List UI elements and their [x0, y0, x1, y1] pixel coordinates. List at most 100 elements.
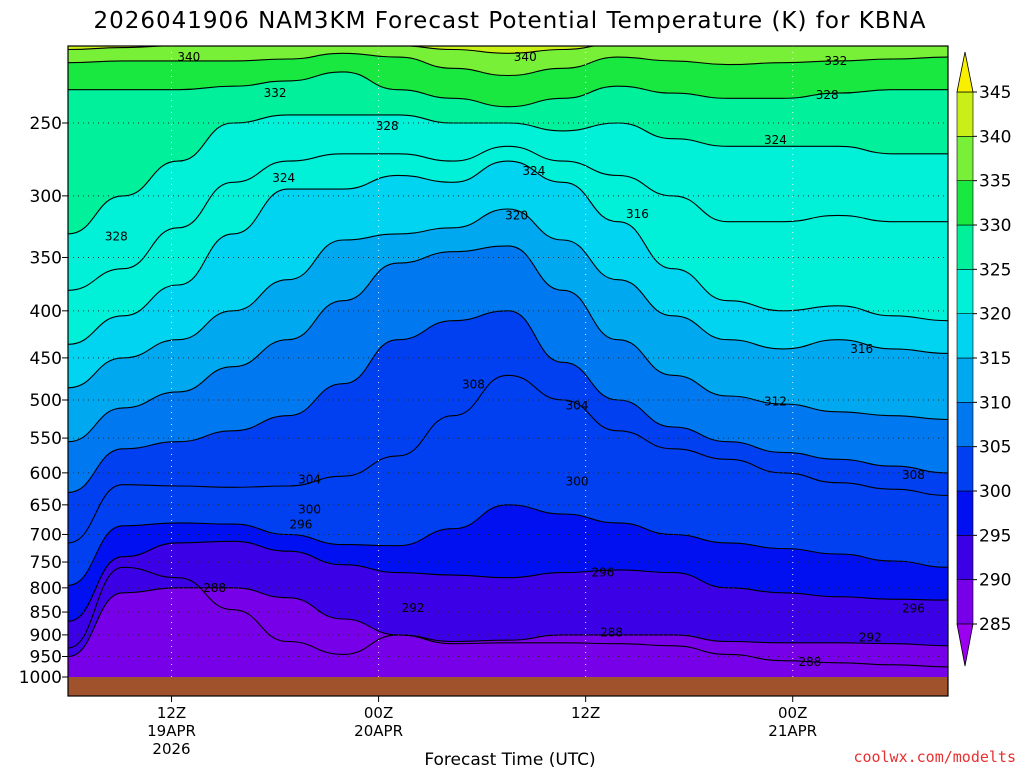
- contour-label: 292: [402, 601, 425, 615]
- contour-label: 288: [203, 581, 226, 595]
- contour-label: 316: [626, 207, 649, 221]
- contour-label: 296: [902, 601, 925, 615]
- colorbar-label: 290: [979, 571, 1011, 591]
- colorbar-label: 310: [979, 393, 1011, 413]
- contour-label: 296: [289, 518, 312, 532]
- colorbar-band: [956, 357, 974, 403]
- ground-surface: [68, 677, 948, 696]
- contour-label: 316: [850, 342, 873, 356]
- colorbar-label: 335: [979, 172, 1011, 192]
- contour-line-296: [68, 540, 948, 622]
- chart-title: 2026041906 NAM3KM Forecast Potential Tem…: [93, 8, 926, 34]
- y-tick-label: 850: [30, 603, 62, 623]
- y-tick-label: 650: [30, 496, 62, 516]
- credit-text: coolwx.com/modelts: [853, 748, 1016, 766]
- plot-frame: [67, 45, 949, 697]
- contour-label: 288: [799, 655, 822, 669]
- colorbar-label: 285: [979, 615, 1011, 635]
- contour-label: 308: [462, 378, 485, 392]
- contour-line-288: [68, 566, 948, 668]
- colorbar-label: 315: [979, 349, 1011, 369]
- contour-label: 312: [764, 395, 787, 409]
- colorbar-band: [956, 402, 974, 447]
- colorbar-label: 325: [979, 260, 1011, 280]
- colorbar-band: [956, 180, 974, 226]
- contour-line-340: [68, 46, 795, 54]
- contour-label: 296: [591, 566, 614, 580]
- colorbar-band: [956, 136, 974, 181]
- colorbar-bottom-arrow: [956, 623, 974, 667]
- contour-line-308: [68, 310, 948, 493]
- y-tick-label: 1000: [19, 668, 62, 688]
- contour-line-300: [68, 504, 948, 586]
- contour-label-layer: 340 340 332 332 328 328 328 324 324 324 320 316 316 3…: [105, 50, 925, 669]
- colorbar-band: [956, 579, 974, 625]
- contour-line-328: [68, 114, 948, 235]
- contour-label: 324: [272, 171, 295, 185]
- colorbar-band: [956, 313, 974, 359]
- pressure-axis: 250 300 350 400 450 500 550 600 650 700 750 800 850 9…: [19, 114, 68, 688]
- contour-label: 340: [514, 50, 537, 64]
- contour-line-layer: [68, 46, 948, 668]
- contour-label: 328: [376, 119, 399, 133]
- contour-label: 328: [105, 229, 128, 243]
- y-tick-label: 900: [30, 626, 62, 646]
- y-tick-label: 950: [30, 648, 62, 668]
- y-tick-label: 300: [30, 187, 62, 207]
- x-tick-label: 21APR: [768, 722, 817, 740]
- fill-band-336: [68, 46, 948, 76]
- contour-line-316: [68, 208, 948, 389]
- contour-label: 328: [816, 88, 839, 102]
- x-tick-label: 12Z: [157, 704, 186, 722]
- fill-band-340: [68, 46, 594, 54]
- contour-label: 300: [566, 474, 589, 488]
- colorbar-band: [956, 490, 974, 536]
- grid-layer: [68, 46, 948, 696]
- x-tick-label: 19APR: [147, 722, 196, 740]
- colorbar-label: 300: [979, 482, 1011, 502]
- x-axis-label: Forecast Time (UTC): [424, 750, 595, 768]
- x-tick-label: 00Z: [364, 704, 393, 722]
- contour-label: 308: [902, 468, 925, 482]
- colorbar-label: 320: [979, 305, 1011, 325]
- colorbar-band: [956, 446, 974, 492]
- y-tick-label: 350: [30, 248, 62, 268]
- contour-label: 332: [824, 54, 847, 68]
- contour-label: 304: [298, 472, 321, 486]
- colorbar-band: [956, 91, 974, 137]
- contour-label: 332: [264, 86, 287, 100]
- x-tick-label: 2026: [152, 740, 190, 758]
- x-tick-label: 12Z: [571, 704, 600, 722]
- contour-label: 288: [600, 626, 623, 640]
- colorbar-top-arrow: [956, 51, 974, 93]
- contour-line-332: [68, 71, 948, 108]
- y-tick-label: 450: [30, 349, 62, 369]
- y-tick-label: 750: [30, 553, 62, 573]
- contour-label: 324: [522, 164, 545, 178]
- contour-label: 292: [859, 631, 882, 645]
- colorbar-label: 330: [979, 216, 1011, 236]
- y-tick-label: 500: [30, 391, 62, 411]
- contour-line-312: [68, 245, 948, 443]
- colorbar-label: 345: [979, 83, 1011, 103]
- contour-label: 324: [764, 133, 787, 147]
- colorbar-label: 305: [979, 438, 1011, 458]
- contour-label: 304: [566, 399, 589, 413]
- colorbar: 345 340 335 330 325 320 315 310 305 300 295 290 285: [956, 51, 1011, 667]
- colorbar-band: [956, 269, 974, 314]
- contour-line-336: [68, 52, 948, 77]
- colorbar-band: [956, 224, 974, 270]
- x-tick-label: 00Z: [778, 704, 807, 722]
- y-tick-label: 700: [30, 525, 62, 545]
- y-tick-label: 800: [30, 579, 62, 599]
- contour-label: 320: [505, 208, 528, 222]
- contour-label: 300: [298, 503, 321, 517]
- y-tick-label: 550: [30, 429, 62, 449]
- y-tick-label: 600: [30, 464, 62, 484]
- colorbar-label: 295: [979, 526, 1011, 546]
- contour-label: 340: [177, 50, 200, 64]
- y-tick-label: 250: [30, 114, 62, 134]
- contour-line-324: [68, 145, 948, 291]
